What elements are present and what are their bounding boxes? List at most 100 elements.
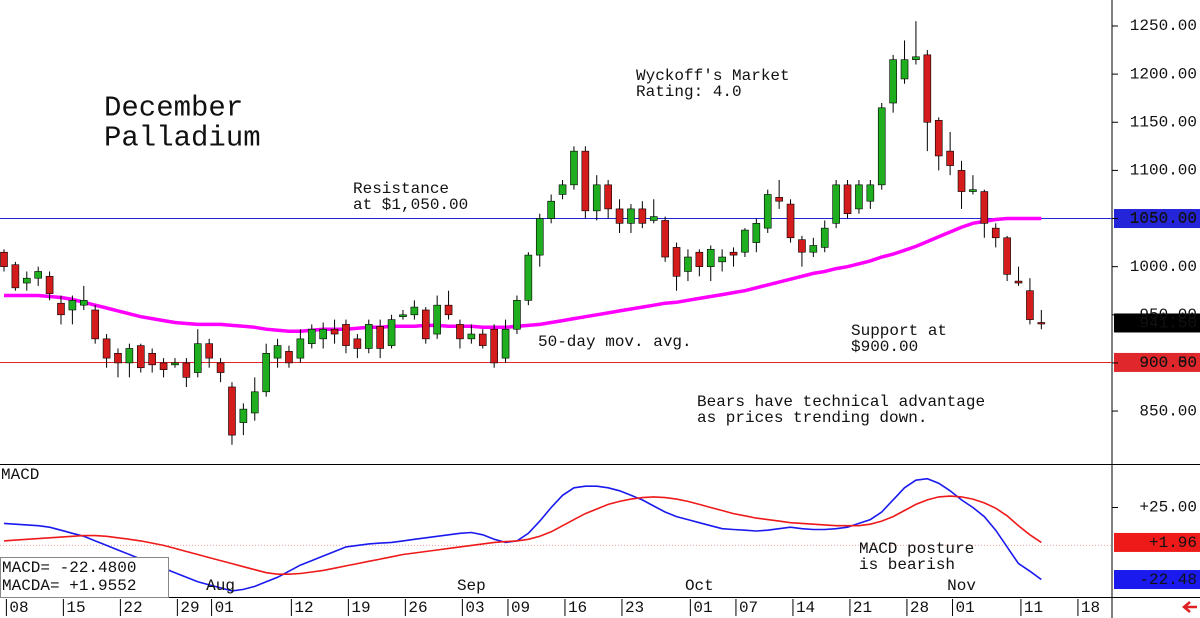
x-tick-label: 15 [66, 599, 85, 617]
candle-body [752, 223, 761, 243]
value-box [1114, 570, 1200, 590]
month-label: Aug [206, 577, 235, 595]
candle-body [285, 351, 293, 364]
candle-body [900, 59, 909, 80]
price-plot [0, 21, 1112, 445]
candle-body [456, 324, 464, 340]
candle-body [957, 170, 966, 192]
x-tick-label: 19 [351, 599, 370, 617]
candle-body [820, 227, 829, 248]
y-tick-label: 900.00 [1139, 354, 1197, 372]
value-box-label: 941.50 [1139, 315, 1197, 333]
candle-body [319, 328, 327, 340]
candle-body [1003, 237, 1011, 275]
candle-body [1026, 290, 1034, 320]
candle-body [478, 333, 487, 346]
candle-body [148, 352, 156, 366]
x-tick-label: 01 [693, 599, 712, 617]
candle-body [262, 352, 270, 393]
month-label: Sep [457, 577, 486, 595]
value-box-label: +1.96 [1149, 534, 1197, 552]
candle-body [410, 306, 419, 316]
candle-body [171, 362, 179, 366]
x-tick-label: 26 [408, 599, 427, 617]
candle-body [570, 150, 578, 186]
candle-body [741, 229, 749, 253]
scroll-arrow[interactable] [1182, 601, 1197, 613]
candle-body [798, 239, 806, 253]
macd-plot [0, 477, 1112, 592]
candle-body [444, 304, 453, 316]
candle-body [843, 184, 852, 215]
value-box-label: 1050.00 [1130, 210, 1197, 228]
candle-body [763, 194, 772, 229]
x-tick-label: 01 [215, 599, 234, 617]
annotation: at $1,050.00 [353, 196, 468, 214]
candle-body [969, 189, 977, 192]
month-label: Oct [685, 577, 714, 595]
y-tick-label: 1200.00 [1130, 65, 1197, 83]
candle-body [866, 184, 875, 202]
y-tick-label: 1150.00 [1130, 113, 1197, 131]
candle-body [513, 300, 521, 330]
candle-body [695, 251, 704, 267]
candle-body [102, 338, 111, 359]
candle-body [627, 208, 635, 224]
readout: MACDA= +1.9552 [2, 577, 136, 595]
candle-body [775, 197, 783, 202]
candle-body [307, 328, 316, 344]
annotation: $900.00 [851, 338, 918, 356]
candle-body [1014, 280, 1023, 284]
candle-body [467, 333, 476, 340]
x-tick-label: 07 [739, 599, 758, 617]
candle-body [980, 191, 989, 224]
candle-body [68, 300, 77, 311]
candle-body [706, 249, 715, 267]
moving-average [4, 216, 1042, 333]
value-box-label: -22.48 [1139, 571, 1197, 589]
candle-body [524, 254, 533, 301]
candle-body [79, 300, 88, 306]
candle-body [923, 54, 932, 123]
candle-body [193, 343, 202, 373]
x-tick-label: 12 [294, 599, 313, 617]
candle-body [1037, 322, 1046, 325]
candle-body [228, 386, 236, 436]
candle-body [159, 362, 168, 370]
annotation: is bearish [859, 556, 955, 574]
candle-body [638, 208, 647, 224]
candle-body [22, 277, 31, 284]
x-tick-label: 08 [9, 599, 28, 617]
x-tick-label: 29 [180, 599, 199, 617]
value-box-label: 900.50 [1139, 354, 1197, 372]
candle-body [433, 304, 441, 335]
value-box [1114, 313, 1200, 333]
candle-body [718, 256, 726, 263]
annotation: as prices trending down. [697, 409, 927, 427]
ma-label: 50-day mov. avg. [538, 333, 692, 351]
value-box [1114, 352, 1200, 372]
candle-body [501, 328, 510, 359]
x-tick-label: 14 [796, 599, 815, 617]
readout: MACD= -22.4800 [2, 559, 136, 577]
candle-body [547, 200, 555, 219]
x-tick-label: 22 [123, 599, 142, 617]
candle-body [581, 150, 590, 212]
candle-body [57, 302, 65, 316]
candle-body [592, 184, 601, 212]
candle-body [11, 264, 20, 289]
candle-body [387, 319, 396, 346]
readout-box [0, 557, 169, 598]
candle-body [912, 56, 920, 60]
candle-body [182, 362, 191, 378]
candle-body [376, 326, 384, 349]
value-box [1114, 532, 1200, 552]
annotation: Rating: 4.0 [636, 83, 742, 101]
annotation: Bears have technical advantage [697, 393, 985, 411]
candle-body [91, 309, 99, 340]
x-tick-label: 03 [465, 599, 484, 617]
candle-body [421, 309, 430, 340]
y-tick-label: 850.00 [1139, 402, 1197, 420]
candle-body [330, 328, 339, 335]
